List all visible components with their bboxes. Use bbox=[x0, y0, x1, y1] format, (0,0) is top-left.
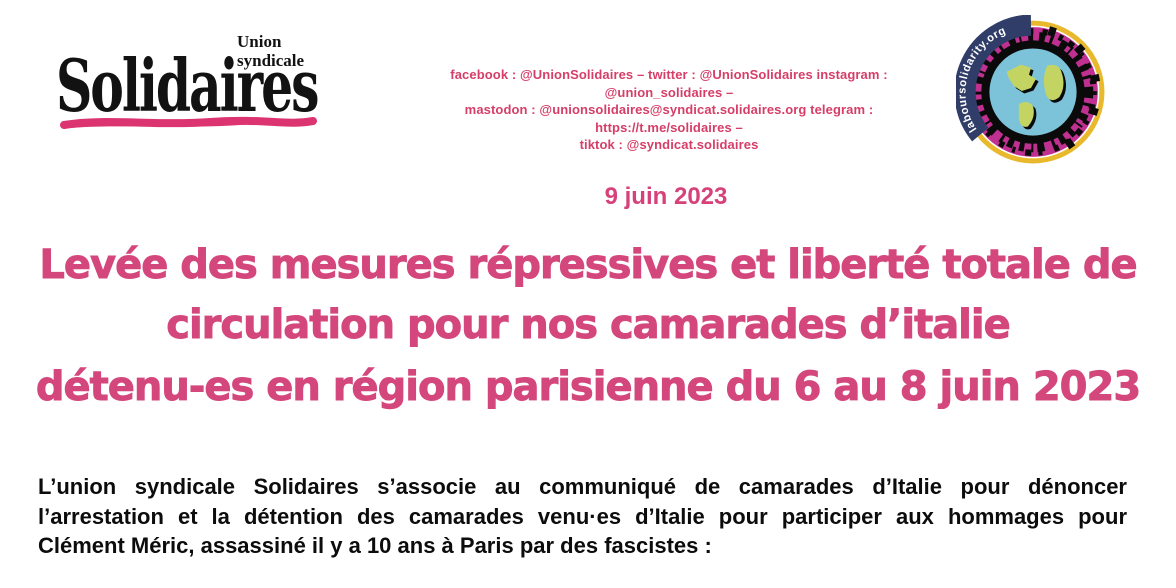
tagline-line-1: Union bbox=[237, 32, 282, 51]
contact-line-2: mastodon : @unionsolidaires@syndicat.sol… bbox=[464, 102, 874, 135]
headline-line-3: détenu-es en région parisienne du 6 au 8… bbox=[35, 364, 1141, 411]
tagline-line-2: syndicale bbox=[237, 51, 305, 70]
headline-line-1: Levée des mesures répressives et liberté… bbox=[39, 242, 1138, 289]
solidaires-logo: Solidaires Union syndicale bbox=[56, 22, 326, 134]
body-paragraph: L’union syndicale Solidaires s’associe a… bbox=[0, 472, 1176, 561]
body-line-3: Clément Méric, assassiné il y a 10 ans à… bbox=[38, 533, 712, 558]
banner-band bbox=[956, 15, 1032, 142]
solidaires-wordmark: Solidaires bbox=[56, 43, 319, 128]
body-line-2: l’arrestation et la détention des camara… bbox=[38, 503, 1127, 529]
date: 9 juin 2023 bbox=[604, 183, 728, 210]
body-line-1: L’union syndicale Solidaires s’associe a… bbox=[38, 474, 1127, 499]
crowd-spikes-outer bbox=[969, 28, 1097, 156]
laboursolidarity-logo: laboursolidarity.org bbox=[956, 15, 1105, 164]
solidaires-tagline: Union syndicale bbox=[237, 32, 304, 70]
globe-continents bbox=[1006, 64, 1067, 130]
contact-info: facebook : @UnionSolidaires – twitter : … bbox=[396, 66, 942, 154]
contact-line-3: tiktok : @syndicat.solidaires bbox=[579, 137, 759, 152]
crowd-spikes-inner bbox=[972, 31, 1094, 153]
brush-underline-icon bbox=[60, 116, 317, 129]
contact-line-1: facebook : @UnionSolidaires – twitter : … bbox=[450, 67, 888, 100]
headline: Levée des mesures répressives et liberté… bbox=[0, 235, 1176, 417]
headline-line-2: circulation pour nos camarades d’italie bbox=[166, 302, 1011, 349]
